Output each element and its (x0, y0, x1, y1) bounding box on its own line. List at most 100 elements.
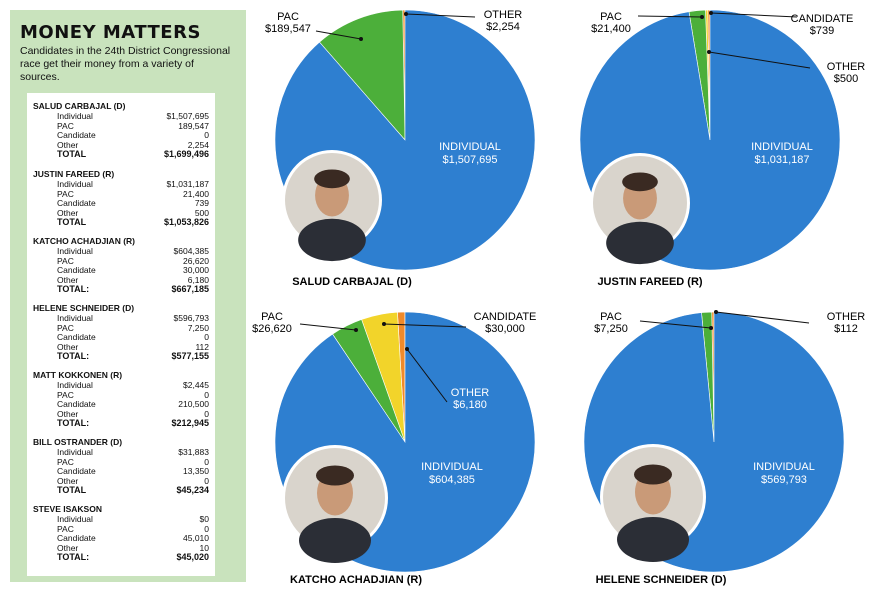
slice-label-individual: INDIVIDUAL (421, 461, 483, 473)
contributions-table: SALUD CARBAJAL (D) Individual $1,507,695 PA… (27, 93, 215, 576)
candidate-name: HELENE SCHNEIDER (D) (33, 303, 135, 313)
callout-dot (404, 12, 408, 16)
callout-dot (700, 15, 704, 19)
slice-value-pac: $26,620 (252, 323, 292, 335)
row-value: 739 (194, 198, 209, 209)
candidate-name: STEVE ISAKSON (33, 504, 102, 514)
slice-value-pac: $189,547 (265, 23, 311, 35)
total-label: TOTAL: (57, 351, 90, 362)
contribution-row: Individual $1,507,695 (33, 111, 209, 122)
row-value: $596,793 (173, 313, 209, 323)
row-label: PAC (57, 456, 74, 467)
row-value: $604,385 (173, 246, 209, 256)
pie-chart: INDIVIDUAL$604,385 PAC$26,620 CANDIDATE$30… (252, 311, 536, 586)
row-label: Other (57, 207, 79, 218)
candidate-photo (282, 445, 388, 563)
candidate-block: HELENE SCHNEIDER (D) Individual $596,793 PA… (33, 303, 209, 362)
chart-caption: SALUD CARBAJAL (D) (292, 276, 412, 288)
chart-caption: JUSTIN FAREED (R) (597, 276, 702, 288)
contribution-row: Other 0 (33, 408, 209, 420)
total-label: TOTAL (57, 485, 87, 496)
pie-slice-pac (319, 9, 406, 141)
contribution-row: Other 6,180 (33, 274, 209, 286)
row-label: Candidate (57, 466, 96, 477)
candidate-photo (282, 150, 382, 262)
row-value: 0 (204, 130, 209, 141)
candidate-name: MATT KOKKONEN (R) (33, 370, 123, 380)
sidebar-subtitle: Candidates in the 24th District Congress… (20, 45, 231, 83)
row-label: Individual (57, 380, 93, 390)
row-value: 26,620 (183, 255, 209, 266)
slice-value-individual: $604,385 (429, 474, 475, 486)
contribution-row: PAC 21,400 (33, 189, 209, 200)
row-value: 0 (204, 389, 209, 400)
row-label: PAC (57, 322, 74, 333)
contribution-row: Other 0 (33, 475, 209, 487)
row-value: 189,547 (178, 120, 209, 131)
row-label: Other (57, 542, 79, 553)
candidate-name: JUSTIN FAREED (R) (33, 169, 115, 179)
callout-line (406, 348, 448, 403)
row-value: 210,500 (178, 399, 209, 410)
row-label: Other (57, 274, 79, 285)
candidate-name: BILL OSTRANDER (D) (33, 437, 123, 447)
sidebar-title: MONEY MATTERS (20, 22, 201, 43)
slice-label-pac: PAC (600, 311, 622, 323)
total-row: TOTAL $45,234 (33, 486, 209, 496)
contribution-row: PAC 0 (33, 389, 209, 401)
row-value: 13,350 (183, 466, 209, 477)
slice-value-other: $6,180 (453, 399, 487, 411)
slice-value-pac: $21,400 (591, 23, 631, 35)
row-value: 0 (204, 523, 209, 534)
row-value: 0 (204, 456, 209, 467)
contribution-row: Individual $31,883 (33, 447, 209, 458)
pie-chart: INDIVIDUAL$1,031,187PAC$21,400CANDIDATE$… (579, 9, 865, 288)
row-label: Candidate (57, 130, 96, 141)
callout-dot (354, 328, 358, 332)
total-label: TOTAL (57, 149, 87, 160)
contribution-row: Individual $0 (33, 514, 209, 525)
callout-dot (714, 310, 718, 314)
slice-label-candidate: CANDIDATE (474, 311, 537, 323)
chart-caption: HELENE SCHNEIDER (D) (596, 574, 727, 586)
candidate-block: SALUD CARBAJAL (D) Individual $1,507,695 PA… (33, 101, 209, 160)
slice-label-other: OTHER (827, 311, 866, 323)
row-label: PAC (57, 255, 74, 266)
slice-value-other: $500 (834, 73, 858, 85)
callout-line (383, 323, 467, 328)
slice-value-other: $112 (834, 323, 858, 335)
contribution-row: Other 2,254 (33, 139, 209, 151)
row-label: Other (57, 139, 79, 150)
callout-line (315, 30, 362, 40)
contribution-row: Candidate 45,010 (33, 534, 209, 544)
contribution-row: PAC 7,250 (33, 322, 209, 334)
row-label: Candidate (57, 533, 96, 544)
row-label: Individual (57, 179, 93, 189)
row-label: Individual (57, 111, 93, 121)
row-label: PAC (57, 389, 74, 400)
candidate-block: MATT KOKKONEN (R) Individual $2,445 PAC 0 Can… (33, 370, 209, 429)
callout-line (405, 13, 476, 18)
row-value: 30,000 (183, 265, 209, 276)
row-value: 0 (204, 408, 209, 419)
callout-line (710, 12, 798, 18)
row-label: Individual (57, 246, 93, 256)
row-value: 0 (204, 475, 209, 486)
contribution-row: Candidate 13,350 (33, 467, 209, 477)
total-value: $1,699,496 (163, 149, 209, 160)
contribution-row: Candidate 210,500 (33, 400, 209, 410)
row-value: 2,254 (187, 139, 209, 150)
slice-label-pac: PAC (277, 11, 299, 23)
candidate-block: JUSTIN FAREED (R) Individual $1,031,187 PAC… (33, 169, 209, 228)
total-value: $45,020 (176, 552, 209, 563)
total-row: TOTAL: $577,155 (33, 352, 209, 362)
row-value: 0 (204, 332, 209, 343)
total-row: TOTAL $1,053,826 (33, 218, 209, 228)
pie-chart: INDIVIDUAL$569,793 PAC$7,250 OTHER$112 HELE… (583, 310, 866, 586)
row-label: PAC (57, 120, 74, 131)
total-value: $1,053,826 (163, 217, 209, 228)
contribution-row: PAC 0 (33, 523, 209, 535)
contribution-row: Candidate 739 (33, 199, 209, 209)
chart-caption: KATCHO ACHADJIAN (R) (290, 574, 422, 586)
candidate-photo (590, 153, 690, 265)
